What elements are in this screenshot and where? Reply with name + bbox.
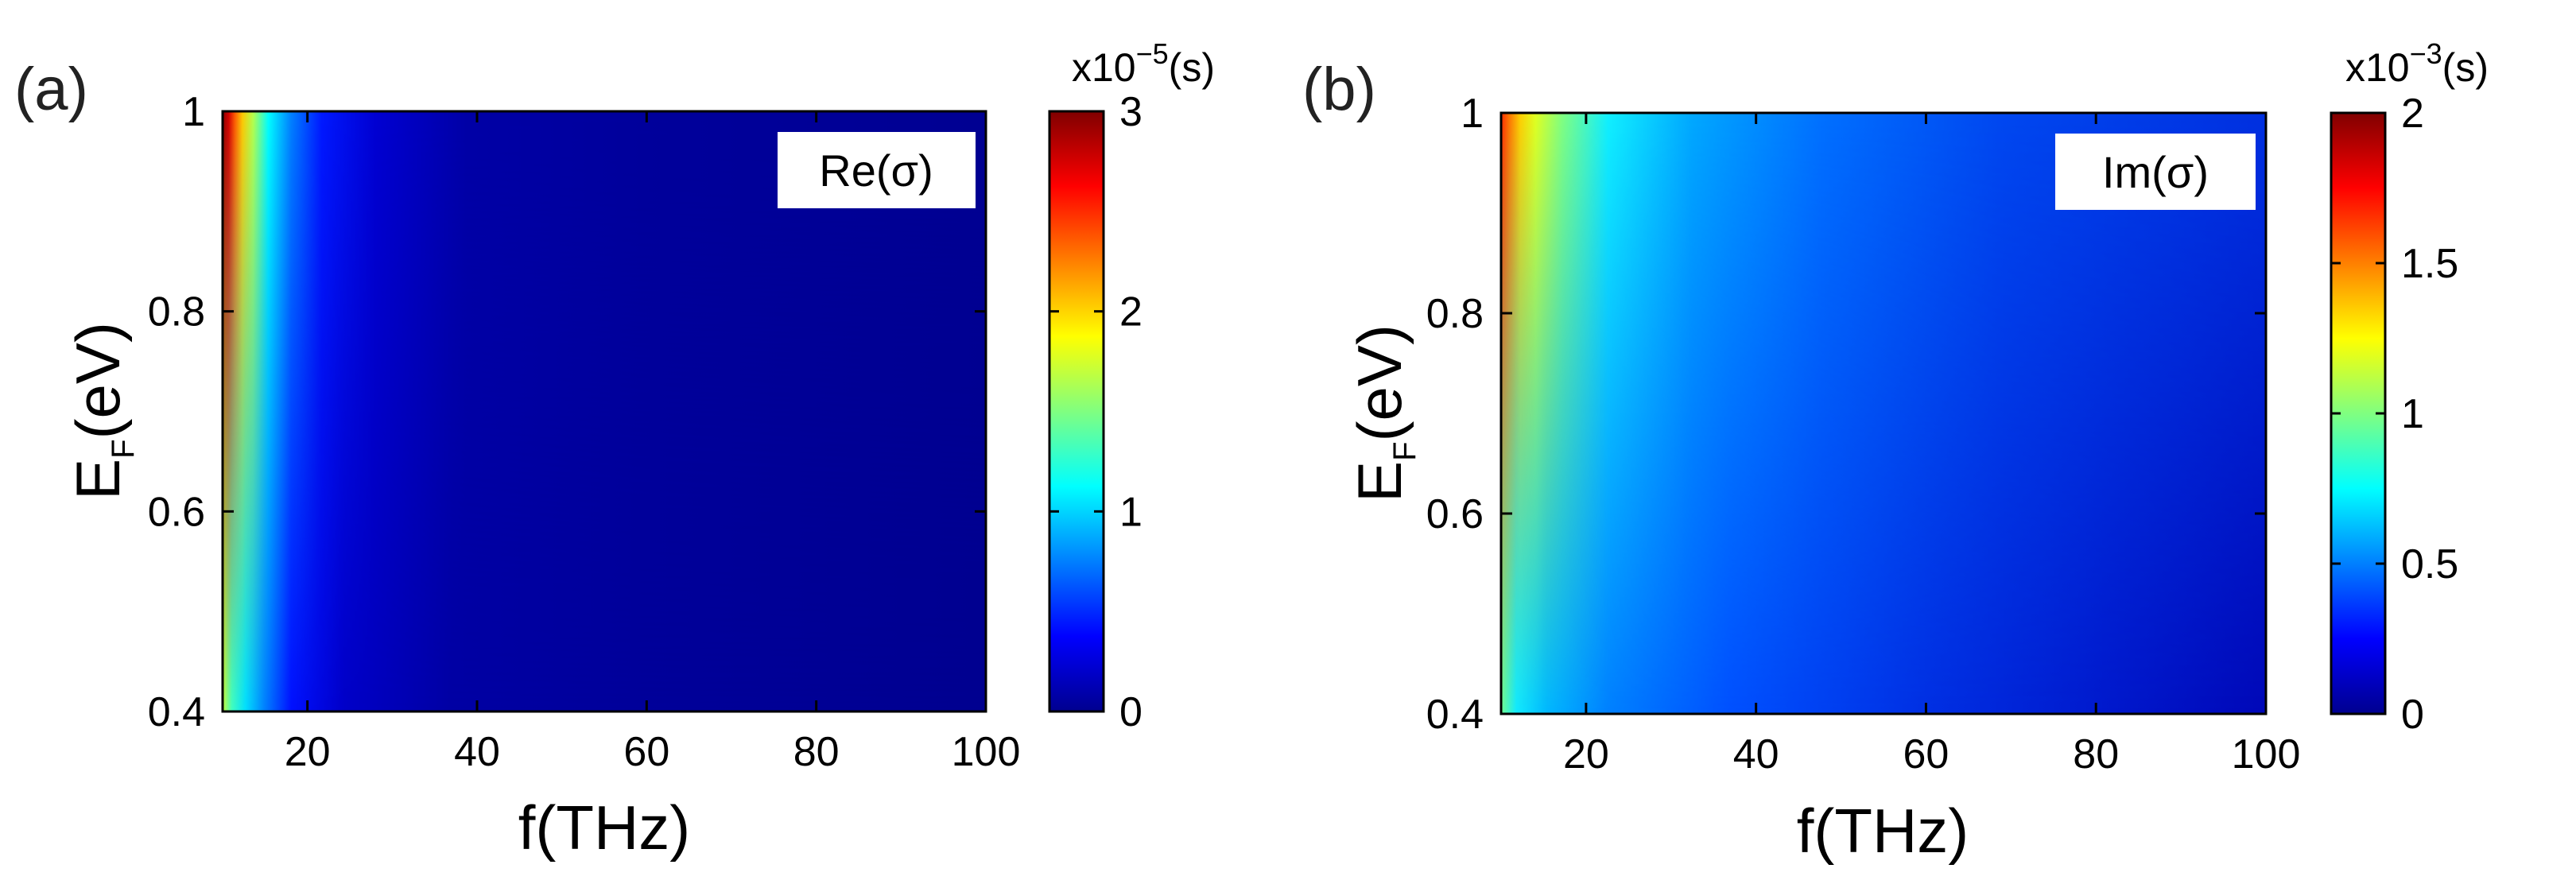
panel-a-colorbar: 0 1 2 3 x10−5(s) [1048,37,1215,735]
panel-b-colorbar-tick-label: 2 [2401,91,2424,137]
panel-b-colorbar-tick-label: 1.5 [2401,241,2458,287]
panel-b-frame [1499,111,2268,715]
panel-b-xtick-label: 100 [2232,731,2301,777]
panel-b-annotation: Im(σ) [2055,134,2256,210]
panel-b-xlabel: f(THz) [1797,796,1969,866]
panel-b-annotation-text: Im(σ) [2102,147,2209,197]
panel-b-ytick-label: 1 [1461,91,1484,137]
panel-a-ylabel-main: E [63,459,133,500]
panel-a-ylabel-unit: (eV) [63,322,133,439]
panel-a-colorbar-exponent: −5 [1136,37,1169,70]
panel-b-xtick-label: 20 [1563,731,1609,777]
panel-a-colorbar-ticks: 0 1 2 3 [1049,89,1143,735]
panel-b-colorbar-prefix: x10 [2345,45,2410,90]
panel-b-xtick-label: 40 [1733,731,1779,777]
panel-a-label: (a) [14,56,88,123]
panel-b-annotation-box [2055,134,2256,210]
panel-a-heatmap-canvas [223,111,986,711]
panel-b-ytick-label: 0.6 [1426,491,1484,537]
panel-b-ylabel-main: E [1344,461,1414,502]
panel-a-xlabel: f(THz) [518,793,691,863]
panel-b-axes: 20 40 60 80 100 0.4 0.6 0.8 1 [1426,91,2301,777]
panel-b: (b) [1302,37,2489,866]
panel-b-label: (b) [1302,56,1376,123]
panel-a-colorbar-title: x10−5(s) [1072,37,1215,90]
panel-a: (a) [14,37,1215,863]
panel-b-colorbar-ticks: 0 0.5 1 1.5 2 [2331,91,2458,738]
svg-text:EF(eV): EF(eV) [63,322,141,500]
panel-a-colorbar-prefix: x10 [1072,45,1136,90]
panel-b-colorbar-tick-label: 0 [2401,692,2424,738]
panel-a-ytick-label: 0.4 [148,689,205,735]
panel-b-colorbar-unit: (s) [2442,45,2489,90]
panel-a-frame [221,110,987,713]
panel-b-ytick-label: 0.8 [1426,291,1484,337]
panel-a-heatmap [223,111,986,711]
panel-b-heatmap-canvas [1501,113,2266,714]
panel-a-xtick-label: 40 [454,729,500,775]
panel-b-colorbar-tick-label: 0.5 [2401,541,2458,587]
panel-b-heatmap [1501,113,2266,714]
panel-b-ylabel-unit: (eV) [1344,324,1414,441]
panel-a-ytick-label: 0.8 [148,289,205,335]
panel-a-axes: 20 40 60 80 100 0.4 0.6 0.8 1 [148,89,1021,775]
panel-a-ytick-label: 1 [182,89,205,135]
panel-a-ylabel: EF(eV) [63,322,141,500]
panel-a-colorbar-unit: (s) [1169,45,1215,90]
panel-b-xtick-label: 80 [2073,731,2119,777]
panel-b-ytick-label: 0.4 [1426,692,1484,738]
svg-text:EF(eV): EF(eV) [1344,324,1422,502]
panel-b-colorbar-exponent: −3 [2410,37,2442,70]
panel-a-annotation-box [778,132,976,208]
panel-a-ylabel-sub: F [106,439,141,458]
panel-b-colorbar: 0 0.5 1 1.5 2 x10−3(s) [2330,37,2489,738]
panel-b-colorbar-tick-label: 1 [2401,391,2424,437]
panel-b-ylabel-sub: F [1387,441,1422,460]
panel-a-xtick-label: 80 [793,729,840,775]
panel-a-ytick-label: 0.6 [148,489,205,535]
panel-a-xtick-label: 20 [285,729,331,775]
panel-a-xtick-label: 100 [952,729,1021,775]
panel-a-annotation-text: Re(σ) [819,145,933,196]
panel-b-xtick-label: 60 [1903,731,1949,777]
panel-a-colorbar-scale [1048,110,1105,713]
panel-a-annotation: Re(σ) [778,132,976,208]
panel-a-xtick-label: 60 [623,729,669,775]
panel-b-colorbar-title: x10−3(s) [2345,37,2489,90]
panel-a-colorbar-tick-label: 3 [1119,89,1143,135]
panel-a-colorbar-tick-label: 1 [1119,489,1143,535]
panel-b-ylabel: EF(eV) [1344,324,1422,502]
panel-a-colorbar-tick-label: 0 [1119,689,1143,735]
panel-a-colorbar-tick-label: 2 [1119,289,1143,335]
